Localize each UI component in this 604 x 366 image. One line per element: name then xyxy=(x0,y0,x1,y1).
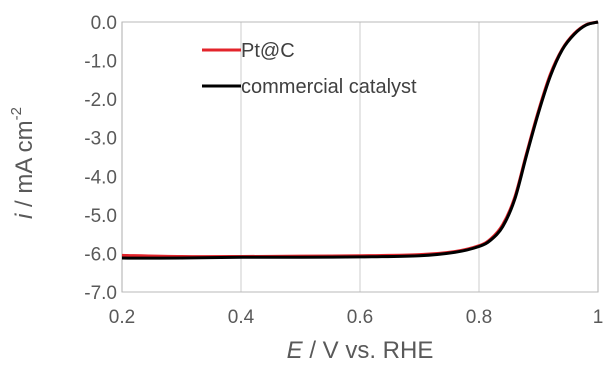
y-tick-label: -4.0 xyxy=(84,167,117,188)
y-tick-label: -7.0 xyxy=(84,283,117,304)
legend-label: Pt@C xyxy=(241,40,295,62)
y-tick-label: -3.0 xyxy=(84,129,117,150)
y-axis-title-variable: i xyxy=(11,213,38,219)
series-line-commercial-catalyst xyxy=(121,20,599,260)
x-tick-label: 0.4 xyxy=(228,307,255,328)
y-axis-title: i / mA cm-2 xyxy=(8,107,38,219)
x-axis-title: E / V vs. RHE xyxy=(287,337,434,364)
y-tick-label: -1.0 xyxy=(84,52,117,73)
x-tick-label: 0.8 xyxy=(466,307,492,328)
y-axis-title-units: / mA cm xyxy=(11,120,38,213)
x-axis-title-variable: E xyxy=(287,337,304,364)
x-tick-label: 1 xyxy=(593,307,604,328)
y-tick-label: -5.0 xyxy=(84,206,117,227)
y-tick-label: -2.0 xyxy=(84,90,117,111)
x-tick-label: 0.2 xyxy=(109,307,135,328)
x-axis-title-units: / V vs. RHE xyxy=(303,337,434,364)
legend: Pt@C commercial catalyst xyxy=(202,40,417,98)
y-tick-label: 0.0 xyxy=(91,13,117,34)
y-axis-title-superscript: -2 xyxy=(8,107,25,120)
plot-area-border xyxy=(121,21,599,293)
legend-label: commercial catalyst xyxy=(241,76,417,98)
y-tick-label: -6.0 xyxy=(84,244,117,265)
y-axis-ticks: 0.0 -1.0 -2.0 -3.0 -4.0 -5.0 -6.0 -7.0 xyxy=(84,13,117,304)
x-tick-label: 0.6 xyxy=(347,307,373,328)
series-layer xyxy=(121,20,599,260)
x-axis-ticks: 0.2 0.4 0.6 0.8 1 xyxy=(109,307,604,328)
